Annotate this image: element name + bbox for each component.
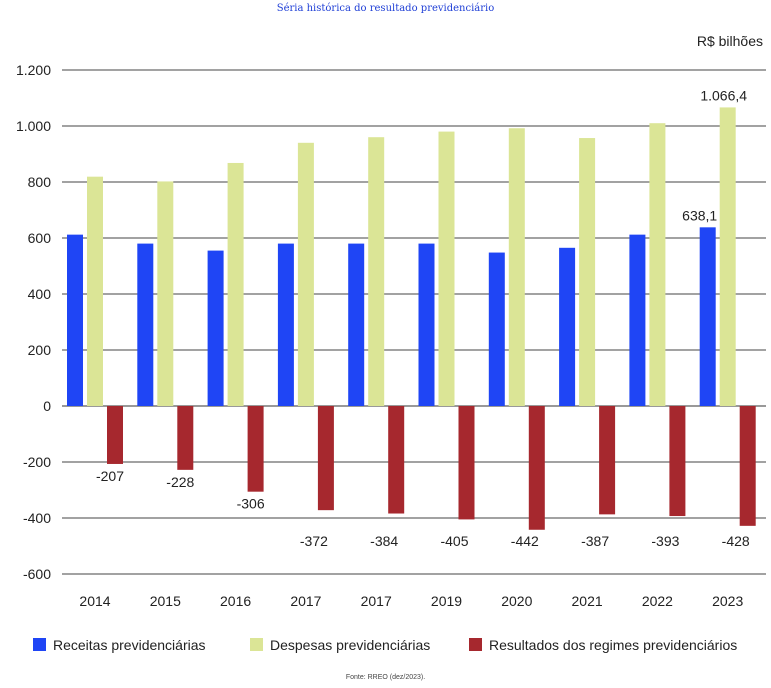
- bar-despesas: [719, 107, 736, 407]
- data-label: -405: [440, 533, 468, 549]
- bar-receitas: [699, 227, 716, 406]
- bar-receitas: [67, 234, 83, 406]
- data-label: -384: [370, 533, 398, 549]
- bar-resultados: [317, 406, 334, 511]
- data-label: 638,1: [682, 207, 717, 223]
- bar-despesas: [87, 176, 103, 406]
- bar-despesas: [649, 123, 666, 406]
- y-tick-label: -200: [23, 454, 51, 470]
- x-tick-label: 2017: [290, 593, 321, 609]
- bar-resultados: [388, 406, 405, 514]
- legend-swatch: [469, 638, 482, 651]
- bar-receitas: [488, 252, 505, 406]
- data-label: -306: [237, 496, 265, 512]
- bar-receitas: [629, 234, 646, 406]
- x-tick-label: 2023: [712, 593, 743, 609]
- bar-resultados: [528, 406, 545, 530]
- bar-resultados: [669, 406, 686, 517]
- unit-label: R$ bilhões: [696, 33, 763, 49]
- bar-receitas: [559, 247, 576, 406]
- bar-despesas: [368, 137, 385, 406]
- x-tick-label: 2017: [361, 593, 392, 609]
- data-label: -442: [511, 533, 539, 549]
- x-tick-label: 2019: [431, 593, 462, 609]
- legend-label: Receitas previdenciárias: [53, 637, 206, 653]
- x-tick-label: 2016: [220, 593, 251, 609]
- data-label: -372: [300, 533, 328, 549]
- x-tick-label: 2014: [79, 593, 110, 609]
- bar-resultados: [247, 406, 264, 492]
- data-label: -228: [166, 474, 194, 490]
- legend-swatch: [250, 638, 263, 651]
- legend-swatch: [33, 638, 46, 651]
- bar-receitas: [207, 250, 224, 406]
- y-tick-label: 400: [28, 286, 52, 302]
- bar-despesas: [508, 128, 525, 407]
- data-label: -207: [96, 468, 124, 484]
- chart-title: Séria histórica do resultado previdenciá…: [276, 3, 495, 14]
- legend-label: Despesas previdenciárias: [270, 637, 430, 653]
- legend-label: Resultados dos regimes previdenciários: [489, 637, 737, 653]
- bar-despesas: [438, 131, 455, 406]
- bar-resultados: [107, 406, 123, 464]
- y-tick-label: 1.000: [16, 118, 51, 134]
- bar-receitas: [348, 243, 365, 406]
- data-label: -428: [722, 533, 750, 549]
- y-tick-label: -600: [23, 566, 51, 582]
- data-label: -393: [651, 533, 679, 549]
- bar-despesas: [227, 162, 244, 406]
- x-tick-label: 2022: [642, 593, 673, 609]
- bar-resultados: [458, 406, 475, 520]
- data-label: 1.066,4: [700, 87, 747, 103]
- source-note: Fonte: RREO (dez/2023).: [345, 674, 426, 681]
- y-tick-label: -400: [23, 510, 51, 526]
- x-tick-label: 2021: [572, 593, 603, 609]
- bar-resultados: [739, 406, 756, 526]
- bar-despesas: [157, 181, 174, 406]
- bar-despesas: [297, 142, 314, 407]
- y-tick-label: 1.200: [16, 62, 51, 78]
- bar-resultados: [599, 406, 616, 515]
- x-tick-label: 2015: [150, 593, 181, 609]
- y-tick-label: 800: [28, 174, 52, 190]
- bar-receitas: [277, 243, 294, 406]
- y-tick-label: 200: [28, 342, 52, 358]
- bar-despesas: [579, 138, 596, 407]
- bar-receitas: [137, 243, 154, 406]
- bar-resultados: [177, 406, 194, 470]
- y-tick-label: 0: [43, 398, 51, 414]
- data-label: -387: [581, 533, 609, 549]
- y-tick-label: 600: [28, 230, 52, 246]
- bar-receitas: [418, 243, 435, 406]
- x-tick-label: 2020: [501, 593, 532, 609]
